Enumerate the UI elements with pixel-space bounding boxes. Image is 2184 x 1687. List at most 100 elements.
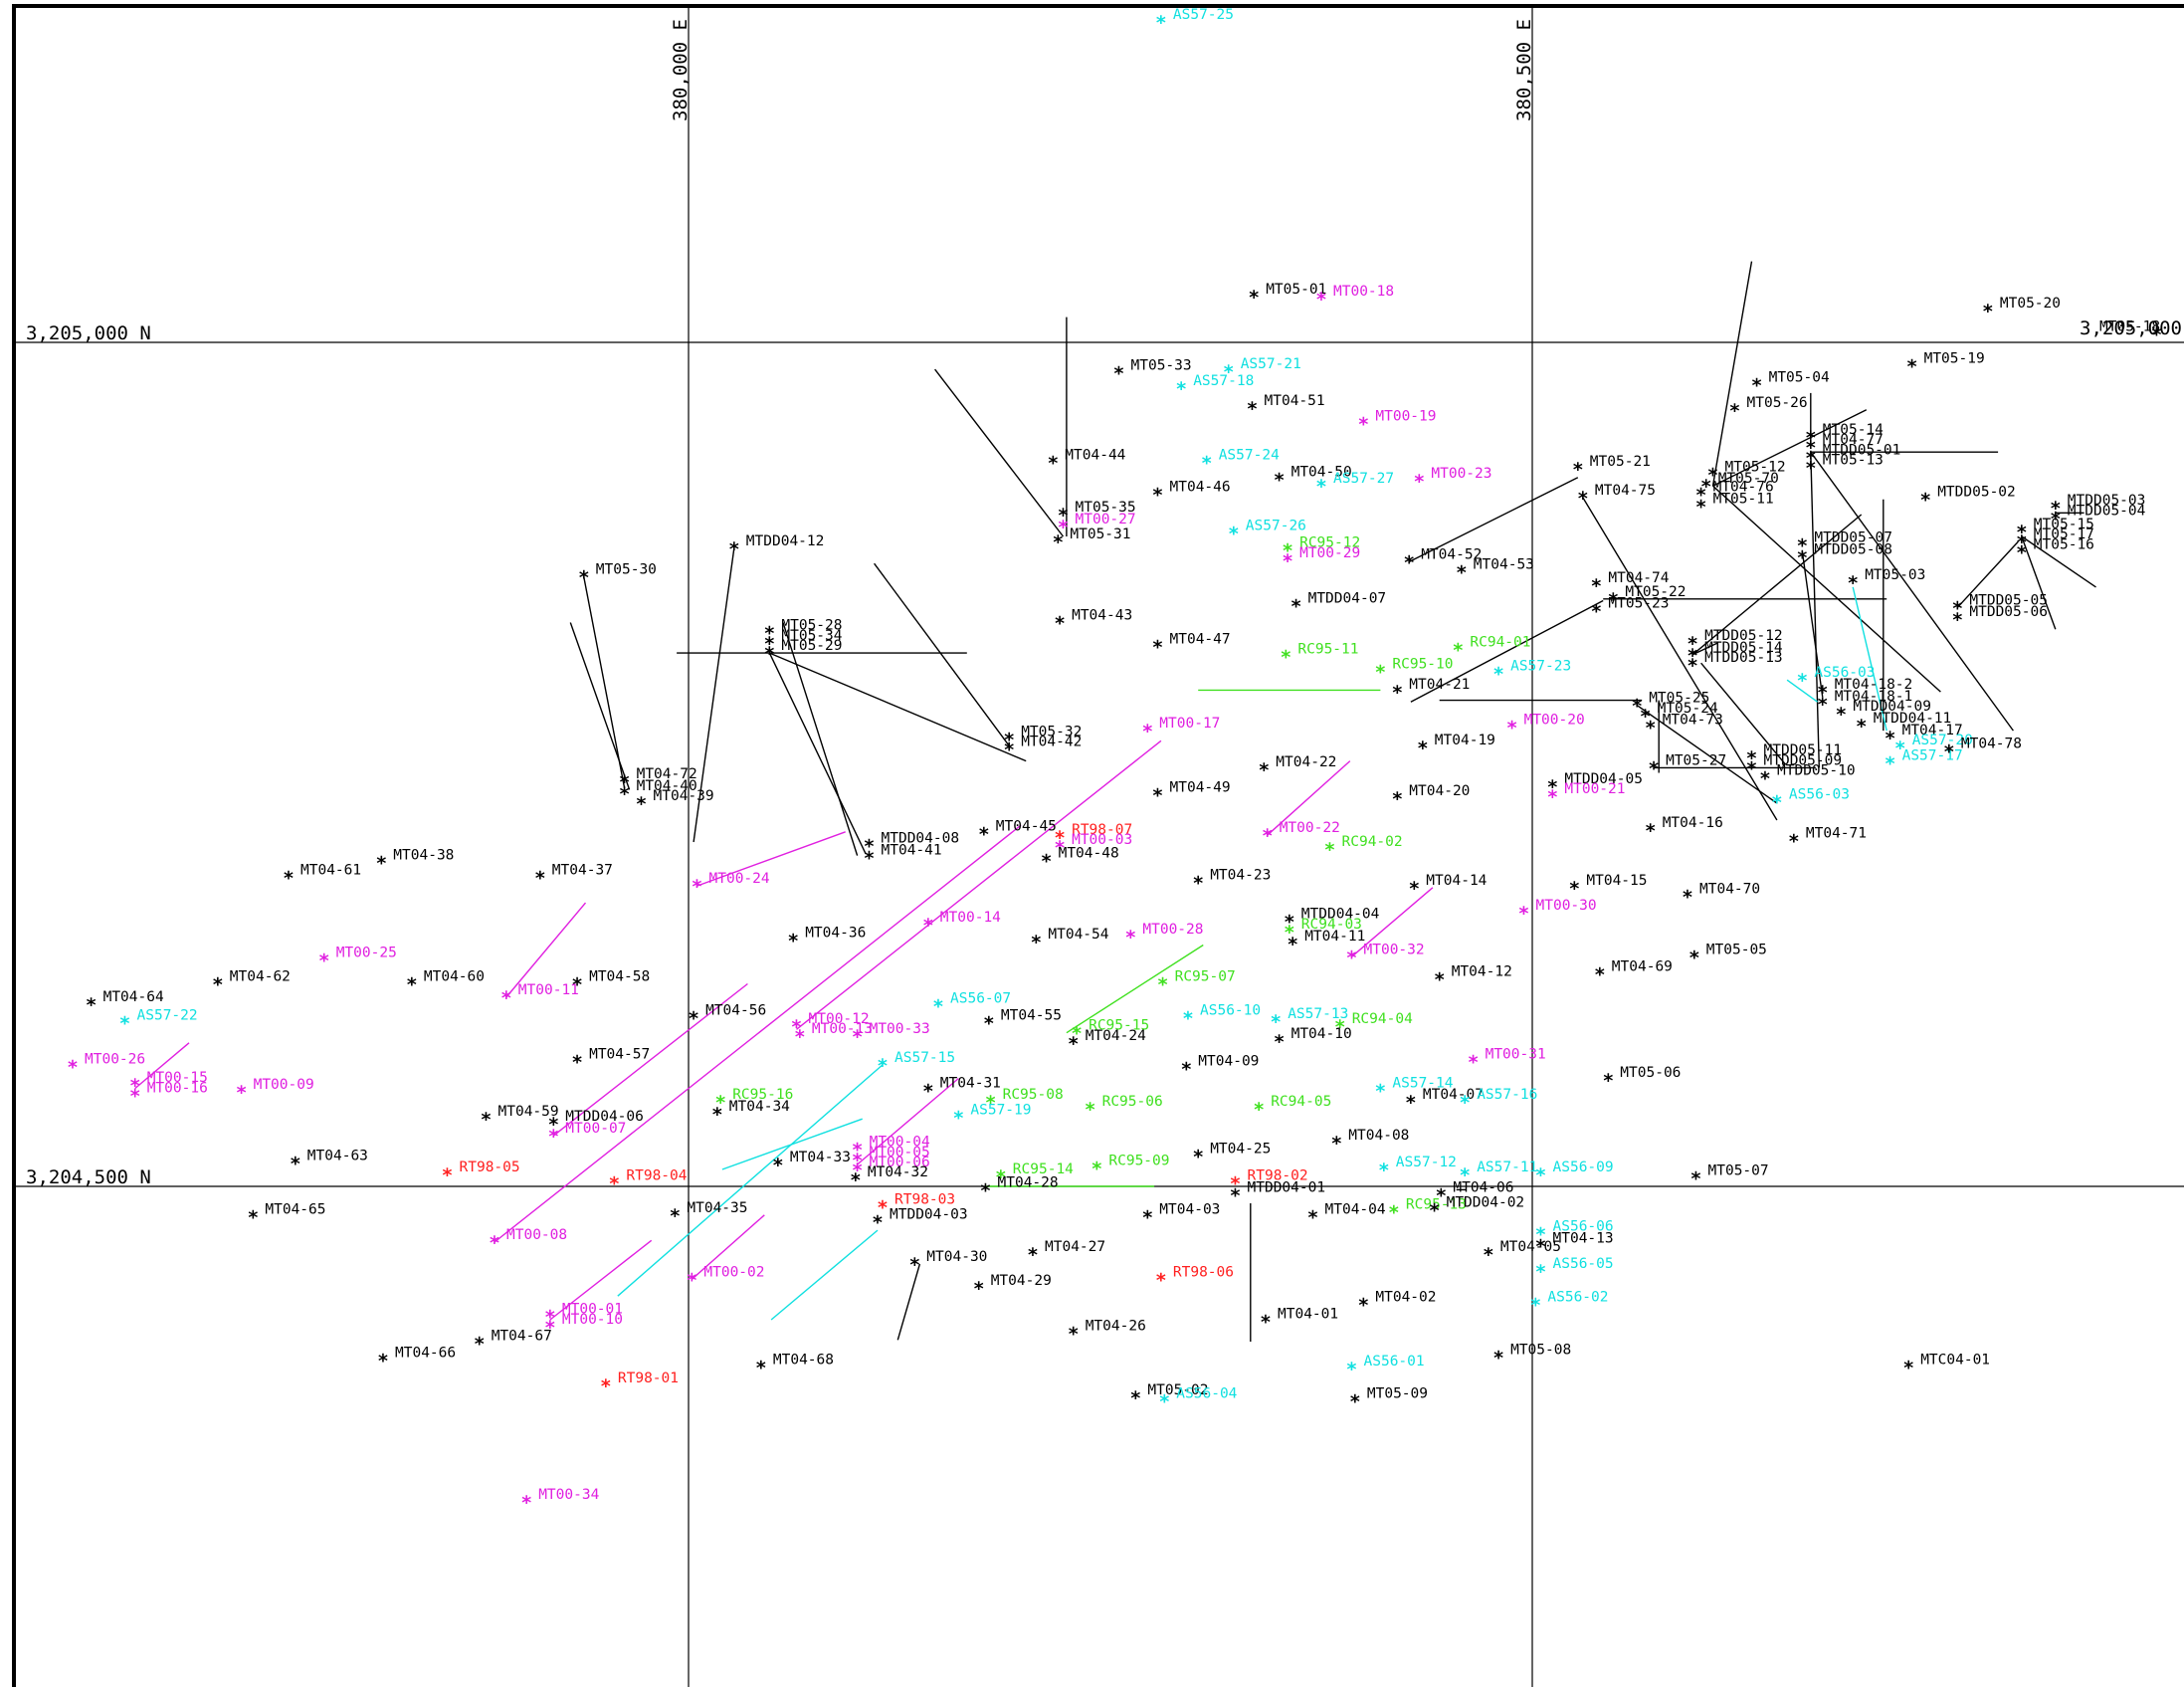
drillhole-label: MT04-68	[773, 1353, 834, 1369]
collar-marker-icon: *	[1645, 820, 1656, 842]
collar-marker-icon: *	[692, 876, 702, 898]
drillhole-mt05-11: * MT05-11	[1695, 492, 1774, 519]
drillhole-label: MT04-50	[1291, 464, 1352, 480]
drillhole-label: RT98-06	[1173, 1264, 1234, 1280]
drillhole-mt05-22: * MT05-22	[1608, 584, 1687, 611]
drillhole-rc94-04: * RC94-04	[1334, 1011, 1413, 1038]
drillhole-mt04-39: * MT04-39	[636, 788, 714, 815]
collar-marker-icon: *	[1058, 517, 1069, 538]
collar-marker-icon: *	[1492, 663, 1503, 685]
drillhole-label: MT00-04	[870, 1135, 930, 1151]
collar-marker-icon: *	[489, 1232, 499, 1254]
drillhole-trace	[1066, 944, 1204, 1034]
collar-marker-icon: *	[932, 996, 943, 1018]
drillhole-label: MTDD05-10	[1777, 763, 1856, 779]
drillhole-label: MT04-22	[1276, 754, 1336, 770]
drillhole-label: MT00-29	[1299, 545, 1360, 561]
drillhole-label: MT00-02	[703, 1264, 764, 1280]
drillhole-label: MT04-55	[1001, 1008, 1062, 1024]
drillhole-label: MT04-32	[868, 1164, 928, 1180]
collar-marker-icon: *	[1157, 974, 1168, 996]
drillhole-label: MT04-20	[1409, 783, 1470, 799]
drillhole-rt98-06: * RT98-06	[1155, 1264, 1234, 1291]
drillhole-label: RC95-10	[1392, 657, 1453, 673]
collar-marker-icon: *	[852, 1150, 863, 1171]
collar-marker-icon: *	[1054, 613, 1065, 635]
drillhole-collars: * AS57-25* MT05-01* MT00-18* MT05-20*MT05-18…	[67, 7, 2162, 1514]
collar-marker-icon: *	[711, 1104, 722, 1126]
drillhole-label: MT04-38	[393, 847, 454, 863]
drillhole-mt04-37: * MT04-37	[534, 863, 613, 890]
drillhole-mt04-18-1: * MT04-18-1	[1817, 689, 1912, 716]
collar-marker-icon: *	[1409, 878, 1420, 900]
collar-marker-icon: *	[688, 1007, 698, 1029]
collar-marker-icon: *	[1919, 490, 1930, 512]
drillhole-label: AS56-05	[1553, 1256, 1614, 1272]
collar-marker-icon: *	[852, 1160, 863, 1181]
drillhole-label: MT05-11	[1713, 492, 1774, 508]
drillhole-label: MT04-18-1	[1835, 689, 1913, 705]
drillhole-label: MT00-09	[254, 1077, 314, 1093]
drillhole-as56-09: * AS56-09	[1535, 1160, 1614, 1186]
drillhole-label: AS57-14	[1392, 1075, 1453, 1091]
drillhole-mt04-53: * MT04-53	[1456, 557, 1534, 584]
drillhole-mt04-55: * MT04-55	[983, 1008, 1062, 1035]
collar-marker-icon: *	[1847, 572, 1858, 594]
drillhole-mt04-54: * MT04-54	[1031, 927, 1109, 953]
drillhole-mt04-40: * MT04-40	[619, 778, 697, 805]
collar-marker-icon: *	[406, 974, 417, 996]
drillhole-label: MT04-67	[492, 1329, 552, 1345]
collar-marker-icon: *	[1142, 1207, 1153, 1229]
drillhole-as57-23: * AS57-23	[1492, 658, 1571, 685]
drillhole-mt05-09: * MT05-09	[1349, 1385, 1428, 1412]
drillhole-label: MT05-35	[1076, 500, 1136, 516]
drillhole-mt05-18: *MT05-18	[2099, 319, 2162, 346]
collar-marker-icon: *	[1771, 791, 1782, 813]
drillhole-mt04-45: * MT04-45	[978, 819, 1057, 846]
collar-marker-icon: *	[1608, 589, 1619, 611]
collar-marker-icon: *	[714, 1092, 725, 1114]
collar-marker-icon: *	[1392, 788, 1403, 810]
collar-marker-icon: *	[1577, 488, 1588, 510]
drillhole-label: MT04-74	[1608, 570, 1669, 586]
drillhole-label: AS57-23	[1510, 658, 1571, 674]
drillhole-label: MTC04-01	[1920, 1353, 1990, 1369]
collar-marker-icon: *	[1682, 886, 1692, 908]
drillhole-mt04-71: * MT04-71	[1788, 825, 1867, 852]
drillhole-label: MT05-18	[2099, 319, 2160, 335]
drillhole-trace	[721, 1118, 863, 1170]
drillhole-mt00-02: * MT00-02	[687, 1264, 765, 1291]
drillhole-label: AS56-09	[1553, 1160, 1614, 1175]
drillhole-mt05-31: * MT05-31	[1053, 527, 1131, 553]
drillhole-trace	[1410, 599, 1604, 703]
collar-marker-icon: *	[1230, 1173, 1241, 1195]
collar-marker-icon: *	[1645, 718, 1656, 739]
drillhole-mtdd05-04: * MTDD05-04	[2050, 503, 2146, 529]
drillhole-trace	[2021, 535, 2096, 588]
drillhole-label: MT00-19	[1375, 408, 1436, 424]
drillhole-mt04-19: * MT04-19	[1417, 733, 1495, 759]
drillhole-as57-15: * AS57-15	[877, 1050, 955, 1077]
collar-marker-icon: *	[1687, 655, 1697, 677]
drillhole-label: MT05-24	[1658, 701, 1718, 717]
collar-marker-icon: *	[1952, 609, 1963, 631]
drillhole-label: MT04-63	[307, 1148, 368, 1163]
drillhole-mt00-28: * MT00-28	[1125, 922, 1204, 949]
drillhole-label: MT00-11	[518, 982, 579, 998]
collar-marker-icon: *	[129, 1085, 140, 1107]
collar-marker-icon: *	[1247, 398, 1258, 420]
collar-marker-icon: *	[1805, 447, 1816, 469]
drillhole-mt00-10: * MT00-10	[544, 1312, 623, 1339]
drillhole-mt04-23: * MT04-23	[1192, 868, 1271, 895]
drillhole-label: RT98-04	[626, 1168, 687, 1184]
collar-marker-icon: *	[1856, 716, 1867, 738]
drillhole-mt00-09: * MT00-09	[236, 1077, 314, 1104]
drillhole-mt05-03: * MT05-03	[1847, 567, 1925, 594]
drillhole-as56-06: * AS56-06	[1535, 1219, 1614, 1246]
collar-marker-icon: *	[1631, 696, 1642, 718]
drillhole-label: MT00-20	[1524, 713, 1585, 729]
drillhole-label: MT04-30	[926, 1249, 987, 1265]
drillhole-mt04-31: * MT04-31	[922, 1075, 1001, 1102]
drillhole-mt04-17: * MT04-17	[1885, 723, 1963, 749]
drillhole-mtdd05-01: * MTDD05-01	[1805, 442, 1900, 469]
